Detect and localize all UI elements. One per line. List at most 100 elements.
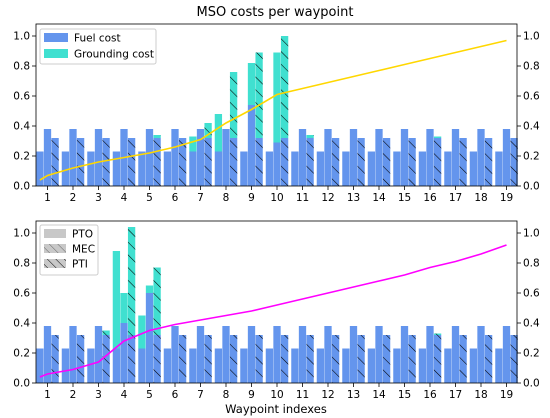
top-x-tick-label-13: 13 bbox=[347, 192, 360, 204]
top-bar-hatch-1 bbox=[51, 138, 59, 186]
top-x-tick-label-11: 11 bbox=[296, 192, 309, 204]
top-bar-hatch-9 bbox=[255, 52, 263, 186]
bottom-bar-fuel-mec-16 bbox=[426, 326, 434, 383]
bottom-legend: PTO MEC PTI bbox=[39, 224, 99, 276]
top-bar-fuel-pto-4 bbox=[112, 151, 121, 186]
legend-pto-label: PTO bbox=[72, 229, 93, 241]
bottom-x-tick-label-12: 12 bbox=[321, 389, 334, 401]
top-y-tick-label-right-0.2: 0.2 bbox=[523, 151, 540, 163]
top-panel-frame bbox=[35, 23, 518, 187]
top-x-tick-label-8: 8 bbox=[223, 192, 230, 204]
bottom-bar-fuel-pto-2 bbox=[61, 348, 70, 383]
top-bar-fuel-mec-13 bbox=[349, 129, 358, 186]
bottom-bar-grounding-mec-4 bbox=[120, 293, 128, 323]
top-legend: Fuel cost Grounding cost bbox=[39, 28, 157, 65]
top-bar-hatch-19 bbox=[510, 138, 518, 186]
bottom-y-tick-label-right-1.0: 1.0 bbox=[523, 228, 540, 240]
top-bar-hatch-10 bbox=[280, 36, 289, 186]
top-bar-fuel-mec-14 bbox=[375, 129, 383, 186]
top-bar-hatch-12 bbox=[331, 138, 340, 186]
legend-grounding-patch bbox=[44, 49, 68, 58]
bottom-x-tick-label-5: 5 bbox=[146, 389, 153, 401]
bottom-bar-fuel-pto-5 bbox=[138, 348, 146, 383]
top-y-tick-label-left-0.4: 0.4 bbox=[13, 121, 30, 133]
bottom-x-tick-label-3: 3 bbox=[95, 389, 102, 401]
bottom-bar-fuel-mec-14 bbox=[375, 326, 383, 383]
top-bar-fuel-mec-3 bbox=[94, 129, 103, 186]
top-bar-fuel-mec-15 bbox=[400, 129, 409, 186]
top-bar-fuel-pto-6 bbox=[163, 151, 172, 186]
bottom-y-tick-label-left-0.6: 0.6 bbox=[13, 288, 30, 300]
bottom-bar-fuel-mec-5 bbox=[145, 293, 154, 383]
top-bar-fuel-pto-5 bbox=[138, 151, 146, 186]
bottom-bar-hatch-6 bbox=[178, 335, 187, 383]
bottom-bar-hatch-5 bbox=[153, 267, 161, 383]
top-bar-fuel-pto-15 bbox=[393, 151, 401, 186]
bottom-x-tick-label-8: 8 bbox=[223, 389, 230, 401]
top-x-tick-label-5: 5 bbox=[146, 192, 153, 204]
top-bar-fuel-mec-5 bbox=[145, 129, 154, 186]
top-bar-hatch-11 bbox=[306, 135, 314, 186]
top-x-tick-label-9: 9 bbox=[248, 192, 255, 204]
bottom-x-tick-label-1: 1 bbox=[44, 389, 51, 401]
legend-pto-patch bbox=[44, 229, 66, 238]
bottom-bar-fuel-mec-12 bbox=[324, 326, 332, 383]
top-bar-fuel-pto-3 bbox=[87, 151, 95, 186]
bottom-bar-fuel-pto-8 bbox=[214, 348, 223, 383]
bottom-bar-grounding-mec-5 bbox=[145, 285, 154, 293]
bottom-bar-fuel-mec-3 bbox=[94, 326, 103, 383]
bottom-bar-fuel-pto-13 bbox=[342, 348, 350, 383]
bottom-bar-grounding-pto-5 bbox=[138, 315, 146, 349]
top-bar-hatch-4 bbox=[127, 138, 136, 186]
top-bar-hatch-17 bbox=[459, 138, 467, 186]
top-bar-fuel-mec-7 bbox=[196, 129, 205, 186]
bottom-x-tick-label-18: 18 bbox=[474, 389, 487, 401]
bottom-bar-fuel-pto-1 bbox=[36, 348, 44, 383]
bottom-x-tick-label-11: 11 bbox=[296, 389, 309, 401]
top-y-tick-label-left-0.8: 0.8 bbox=[13, 61, 30, 73]
top-y-tick-label-left-0.0: 0.0 bbox=[13, 181, 30, 193]
bottom-bar-fuel-pto-12 bbox=[316, 348, 325, 383]
top-bar-hatch-7 bbox=[204, 123, 212, 186]
top-bar-grounding-mec-10 bbox=[273, 52, 281, 143]
legend-fuel-patch bbox=[44, 33, 68, 42]
bottom-x-tick-label-16: 16 bbox=[423, 389, 437, 401]
bottom-bar-hatch-2 bbox=[76, 335, 85, 383]
bottom-bar-hatch-13 bbox=[357, 335, 365, 383]
bottom-bar-fuel-mec-4 bbox=[120, 323, 128, 383]
bottom-x-tick-label-14: 14 bbox=[372, 389, 386, 401]
bottom-bar-fuel-pto-18 bbox=[469, 348, 478, 383]
bottom-y-tick-label-left-1.0: 1.0 bbox=[13, 228, 30, 240]
bottom-bar-hatch-8 bbox=[229, 335, 238, 383]
top-x-tick-label-7: 7 bbox=[197, 192, 204, 204]
bottom-x-tick-label-4: 4 bbox=[121, 389, 128, 401]
top-y-tick-label-left-1.0: 1.0 bbox=[13, 31, 30, 43]
bottom-bar-fuel-pto-3 bbox=[87, 348, 95, 383]
bottom-bar-hatch-7 bbox=[204, 335, 212, 383]
top-bar-fuel-pto-7 bbox=[189, 151, 197, 186]
top-bar-fuel-mec-9 bbox=[247, 105, 256, 186]
bottom-bar-fuel-mec-9 bbox=[247, 326, 256, 383]
top-bar-fuel-pto-13 bbox=[342, 151, 350, 186]
bottom-y-tick-label-right-0.2: 0.2 bbox=[523, 348, 540, 360]
top-bar-hatch-13 bbox=[357, 138, 365, 186]
bottom-bar-fuel-mec-6 bbox=[171, 326, 179, 383]
x-axis-label: Waypoint indexes bbox=[225, 402, 327, 416]
bottom-x-tick-label-2: 2 bbox=[70, 389, 77, 401]
top-bar-fuel-mec-17 bbox=[451, 129, 460, 186]
bottom-bar-fuel-mec-11 bbox=[298, 326, 307, 383]
top-bar-fuel-pto-17 bbox=[444, 151, 452, 186]
legend-mec-hatch bbox=[44, 244, 66, 253]
top-bar-fuel-mec-2 bbox=[69, 129, 77, 186]
bottom-x-tick-label-17: 17 bbox=[449, 389, 462, 401]
bottom-x-tick-label-10: 10 bbox=[270, 389, 283, 401]
bottom-panel: 1 2 3 4 5 6 7 8 9 10 11 12 13 14 15 16 17 18 190.0 0.00.2 0.… bbox=[13, 220, 540, 401]
bottom-x-tick-label-15: 15 bbox=[398, 389, 411, 401]
top-y-tick-label-right-0.0: 0.0 bbox=[523, 181, 540, 193]
top-bar-hatch-15 bbox=[408, 138, 416, 186]
top-bar-grounding-pto-8 bbox=[214, 114, 223, 152]
top-bar-fuel-pto-14 bbox=[367, 151, 376, 186]
top-bar-hatch-14 bbox=[382, 138, 391, 186]
top-y-tick-label-right-0.4: 0.4 bbox=[523, 121, 540, 133]
bottom-x-tick-label-9: 9 bbox=[248, 389, 255, 401]
